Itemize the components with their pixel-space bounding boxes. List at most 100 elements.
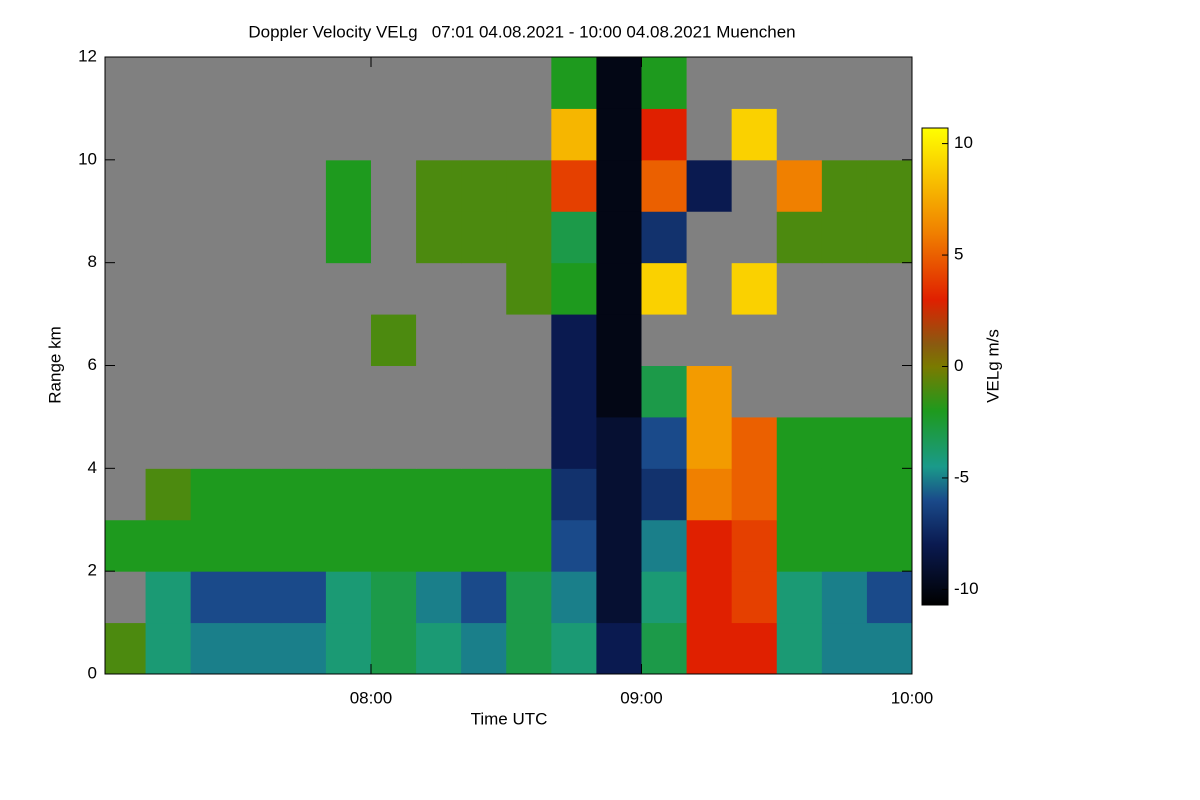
heatmap-cell: [190, 519, 237, 572]
y-tick-label: 10: [78, 149, 97, 168]
heatmap-cell: [370, 416, 417, 469]
heatmap-cell: [596, 57, 642, 109]
heatmap-cell: [596, 571, 642, 624]
heatmap-cell: [866, 262, 913, 315]
heatmap-cell: [145, 519, 192, 572]
heatmap-cell: [370, 468, 417, 521]
heatmap-cell: [280, 416, 327, 469]
heatmap-cell: [416, 108, 462, 161]
heatmap-cell: [776, 622, 823, 675]
heatmap-cell: [280, 57, 327, 109]
heatmap-cell: [325, 159, 372, 212]
heatmap-cell: [190, 57, 237, 109]
heatmap-cell: [416, 211, 462, 264]
heatmap-cell: [235, 57, 282, 109]
heatmap-cell: [731, 416, 778, 469]
heatmap-cell: [235, 519, 282, 572]
heatmap-cell: [776, 262, 823, 315]
heatmap-cell: [145, 622, 192, 675]
heatmap-cell: [551, 262, 597, 315]
heatmap-cell: [370, 57, 417, 109]
colorbar-tick-label: 0: [954, 356, 963, 375]
heatmap-cell: [686, 365, 733, 418]
heatmap-cell: [731, 519, 778, 572]
heatmap-cell: [641, 571, 688, 624]
heatmap-cell: [641, 416, 688, 469]
heatmap-cell: [506, 211, 552, 264]
heatmap-cell: [190, 159, 237, 212]
heatmap-cell: [776, 468, 823, 521]
heatmap-cell: [145, 57, 192, 109]
heatmap-cell: [280, 622, 327, 675]
heatmap-cell: [370, 211, 417, 264]
heatmap-cell: [325, 365, 372, 418]
heatmap-cell: [416, 622, 462, 675]
heatmap-cell: [280, 108, 327, 161]
heatmap-cell: [596, 468, 642, 521]
heatmap-cell: [506, 622, 552, 675]
heatmap-cell: [461, 571, 507, 624]
heatmap-cell: [821, 571, 868, 624]
heatmap-cell: [461, 159, 507, 212]
heatmap-cell: [105, 468, 147, 521]
heatmap-cell: [325, 468, 372, 521]
heatmap-cell: [190, 571, 237, 624]
heatmap-cell: [686, 262, 733, 315]
heatmap-cell: [370, 365, 417, 418]
heatmap-cell: [866, 416, 913, 469]
heatmap-cell: [105, 314, 147, 366]
heatmap-cell: [370, 314, 417, 366]
heatmap-cell: [506, 108, 552, 161]
colorbar-tick-label: -5: [954, 467, 969, 486]
heatmap-cell: [416, 416, 462, 469]
heatmap-cell: [776, 365, 823, 418]
heatmap-cell: [370, 159, 417, 212]
heatmap-cell: [596, 622, 642, 675]
heatmap-cell: [325, 262, 372, 315]
heatmap-cell: [235, 365, 282, 418]
heatmap-cell: [190, 416, 237, 469]
heatmap-cell: [416, 262, 462, 315]
heatmap-cell: [370, 622, 417, 675]
heatmap-cell: [821, 519, 868, 572]
heatmap-cell: [190, 365, 237, 418]
heatmap-cell: [105, 211, 147, 264]
heatmap-cell: [641, 468, 688, 521]
heatmap-cell: [776, 314, 823, 366]
y-axis-label: Range km: [45, 326, 64, 403]
heatmap-cell: [641, 108, 688, 161]
heatmap-cell: [145, 314, 192, 366]
heatmap-cell: [105, 57, 147, 109]
heatmap-cell: [105, 262, 147, 315]
heatmap-cell: [551, 159, 597, 212]
heatmap-cell: [821, 468, 868, 521]
heatmap-cell: [641, 57, 688, 109]
heatmap-cell: [461, 314, 507, 366]
heatmap-cell: [551, 468, 597, 521]
heatmap-cell: [105, 519, 147, 572]
heatmap-cell: [776, 159, 823, 212]
x-tick-label: 10:00: [891, 688, 934, 707]
heatmap-cell: [370, 519, 417, 572]
heatmap-cell: [105, 365, 147, 418]
heatmap-cell: [145, 365, 192, 418]
heatmap-cell: [821, 622, 868, 675]
y-tick-label: 12: [78, 46, 97, 65]
heatmap-cell: [506, 365, 552, 418]
heatmap-cell: [105, 416, 147, 469]
heatmap-cell: [641, 159, 688, 212]
y-tick-label: 4: [88, 458, 97, 477]
heatmap-cell: [731, 57, 778, 109]
colorbar-label: VELg m/s: [983, 329, 1002, 403]
heatmap-cell: [596, 108, 642, 161]
heatmap-cell: [821, 159, 868, 212]
heatmap-cell: [280, 159, 327, 212]
heatmap-cell: [641, 622, 688, 675]
heatmap-cell: [325, 519, 372, 572]
heatmap-cell: [145, 571, 192, 624]
heatmap-cell: [686, 622, 733, 675]
heatmap-cell: [866, 468, 913, 521]
x-axis-label: Time UTC: [471, 709, 548, 728]
heatmap-cell: [551, 519, 597, 572]
heatmap-cell: [461, 365, 507, 418]
